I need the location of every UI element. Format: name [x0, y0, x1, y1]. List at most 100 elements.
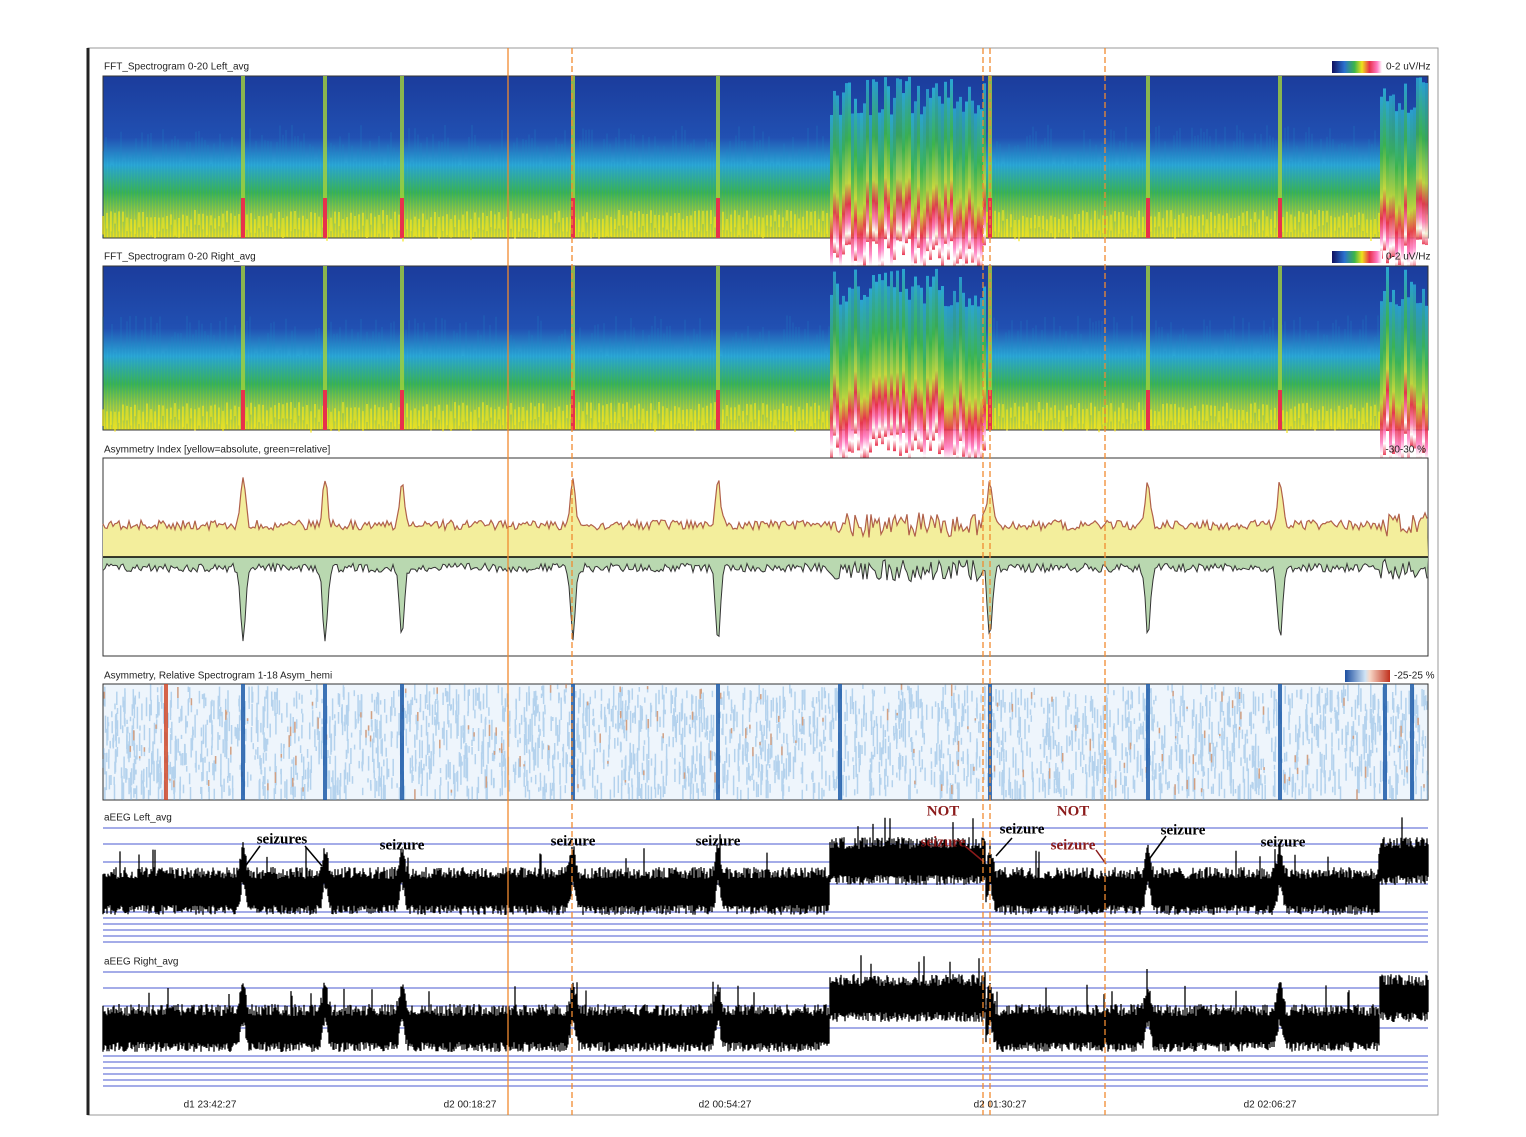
event-stripe [400, 390, 404, 430]
seizure-column [980, 109, 983, 272]
time-label: d2 02:06:27 [1244, 1100, 1297, 1111]
aeeg-trace [102, 817, 1429, 915]
seizure-column [1386, 101, 1389, 264]
event-stripe [241, 266, 245, 430]
seizure-column [878, 112, 881, 275]
seizure-column [878, 274, 881, 439]
seizure-column [977, 105, 980, 268]
seizure-column [833, 90, 836, 253]
annotation: NOT [1057, 803, 1090, 819]
annotation-arrow [995, 837, 1013, 857]
seizure-column [920, 114, 923, 277]
seizure-column [851, 113, 854, 276]
event-stripe [241, 684, 245, 800]
seizure-column [857, 113, 860, 276]
seizure-column [947, 97, 950, 260]
event-stripe [400, 684, 404, 800]
seizure-column [1419, 302, 1422, 467]
panel-title: aEEG Left_avg [104, 813, 172, 824]
seizure-column [866, 79, 869, 242]
seizure-column [857, 286, 860, 451]
event-stripe [1278, 76, 1282, 238]
seizure-column [1401, 299, 1404, 464]
event-stripe [1146, 390, 1150, 430]
seizure-column [974, 295, 977, 460]
event-stripe [1146, 266, 1150, 430]
seizure-column [926, 89, 929, 252]
seizure-column [836, 95, 839, 258]
time-label: d2 00:18:27 [444, 1100, 497, 1111]
seizure-column [845, 301, 848, 466]
event-stripe [323, 198, 327, 238]
event-stripe [716, 684, 720, 800]
seizure-column [923, 303, 926, 468]
seizure-column [911, 286, 914, 451]
seizure-column [971, 100, 974, 263]
seizure-column [980, 298, 983, 463]
annotation: seizure [551, 833, 596, 849]
seizure-column [1407, 112, 1410, 275]
seizure-column [869, 115, 872, 278]
seizure-column [905, 288, 908, 453]
asym-relative-area [103, 557, 1428, 642]
seizure-column [881, 280, 884, 445]
asym-absolute-line [102, 477, 1428, 539]
seizure-column [842, 295, 845, 460]
seizure-column [1389, 302, 1392, 467]
event-stripe [1146, 684, 1150, 800]
seizure-column [944, 306, 947, 471]
seizure-column [863, 294, 866, 459]
time-label: d2 00:54:27 [699, 1100, 752, 1111]
seizure-column [1425, 83, 1428, 246]
seizure-column [860, 299, 863, 464]
time-label: d2 01:30:27 [974, 1100, 1027, 1111]
seizure-column [872, 275, 875, 440]
event-stripe [1278, 198, 1282, 238]
asym-absolute-area [103, 477, 1428, 557]
seizure-column [971, 305, 974, 470]
seizure-column [893, 97, 896, 260]
seizure-column [1380, 96, 1383, 259]
seizure-column [1392, 94, 1395, 257]
event-stripe [400, 266, 404, 430]
seizure-column [962, 292, 965, 457]
seizure-column [932, 276, 935, 441]
seizure-column [965, 306, 968, 471]
seizure-column [848, 287, 851, 452]
event-stripe [716, 390, 720, 430]
annotation: seizures [257, 831, 308, 847]
seizure-column [884, 77, 887, 240]
event-stripe [400, 198, 404, 238]
seizure-column [956, 101, 959, 264]
annotation: seizure [921, 834, 966, 850]
seizure-column [1422, 288, 1425, 453]
event-stripe [571, 390, 575, 430]
event-stripe [1383, 684, 1387, 800]
seizure-column [1413, 284, 1416, 449]
seizure-column [944, 81, 947, 244]
panel-title: FFT_Spectrogram 0-20 Right_avg [104, 252, 256, 263]
seizure-column [839, 114, 842, 277]
event-stripe [1146, 76, 1150, 238]
seizure-column [902, 93, 905, 256]
seizure-column [1392, 289, 1395, 454]
seizure-column [881, 109, 884, 272]
seizure-column [953, 290, 956, 455]
seizure-column [854, 269, 857, 434]
seizure-column [905, 81, 908, 244]
seizure-column [1422, 82, 1425, 245]
seizure-column [929, 97, 932, 260]
seizure-column [848, 82, 851, 245]
seizure-column [896, 78, 899, 241]
seizure-column [842, 92, 845, 255]
color-scale [1345, 670, 1390, 682]
annotation: NOT [927, 803, 960, 819]
seizure-column [920, 287, 923, 452]
annotation: seizure [1261, 834, 1306, 850]
seizure-column [947, 306, 950, 471]
event-stripe [323, 390, 327, 430]
seizure-column [914, 101, 917, 264]
scale-label: 0-2 uV/Hz [1386, 62, 1430, 73]
seizure-column [1395, 304, 1398, 469]
annotation-arrow [1149, 835, 1167, 859]
